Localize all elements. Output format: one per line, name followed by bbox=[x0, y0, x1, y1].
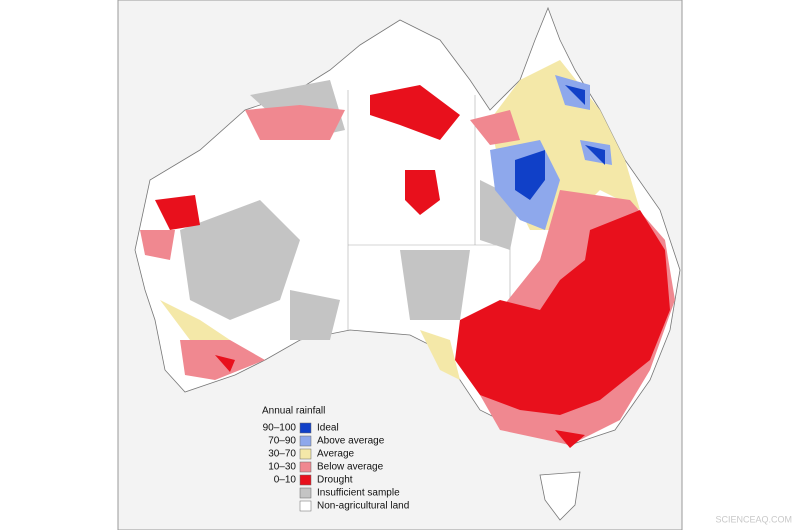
rainfall-areas bbox=[140, 60, 675, 448]
legend-swatch bbox=[299, 474, 312, 486]
watermark: SCIENCEAQ.COM bbox=[715, 514, 792, 524]
legend-title: Annual rainfall bbox=[262, 406, 325, 417]
legend-swatch bbox=[299, 500, 312, 512]
legend-label: Drought bbox=[317, 475, 353, 486]
legend-label: Non-agricultural land bbox=[317, 501, 409, 512]
legend-range: 0–10 bbox=[274, 475, 297, 486]
legend-swatch bbox=[299, 461, 312, 473]
legend-swatch bbox=[299, 435, 312, 447]
legend-swatch bbox=[299, 422, 312, 434]
legend-label: Above average bbox=[317, 436, 385, 447]
legend-label: Below average bbox=[317, 462, 384, 473]
legend-label: Ideal bbox=[317, 423, 339, 434]
legend: 90–100 Ideal 70–90 Above average 30–70 Averag… bbox=[263, 423, 410, 512]
legend-label: Average bbox=[317, 449, 355, 460]
legend-range: 70–90 bbox=[268, 436, 296, 447]
legend-swatch bbox=[299, 487, 312, 499]
tasmania bbox=[539, 471, 581, 521]
legend-range: 30–70 bbox=[268, 449, 296, 460]
legend-swatch bbox=[299, 448, 312, 460]
legend-range: 10–30 bbox=[268, 462, 296, 473]
legend-range: 90–100 bbox=[263, 423, 297, 434]
legend-label: Insufficient sample bbox=[317, 488, 400, 499]
